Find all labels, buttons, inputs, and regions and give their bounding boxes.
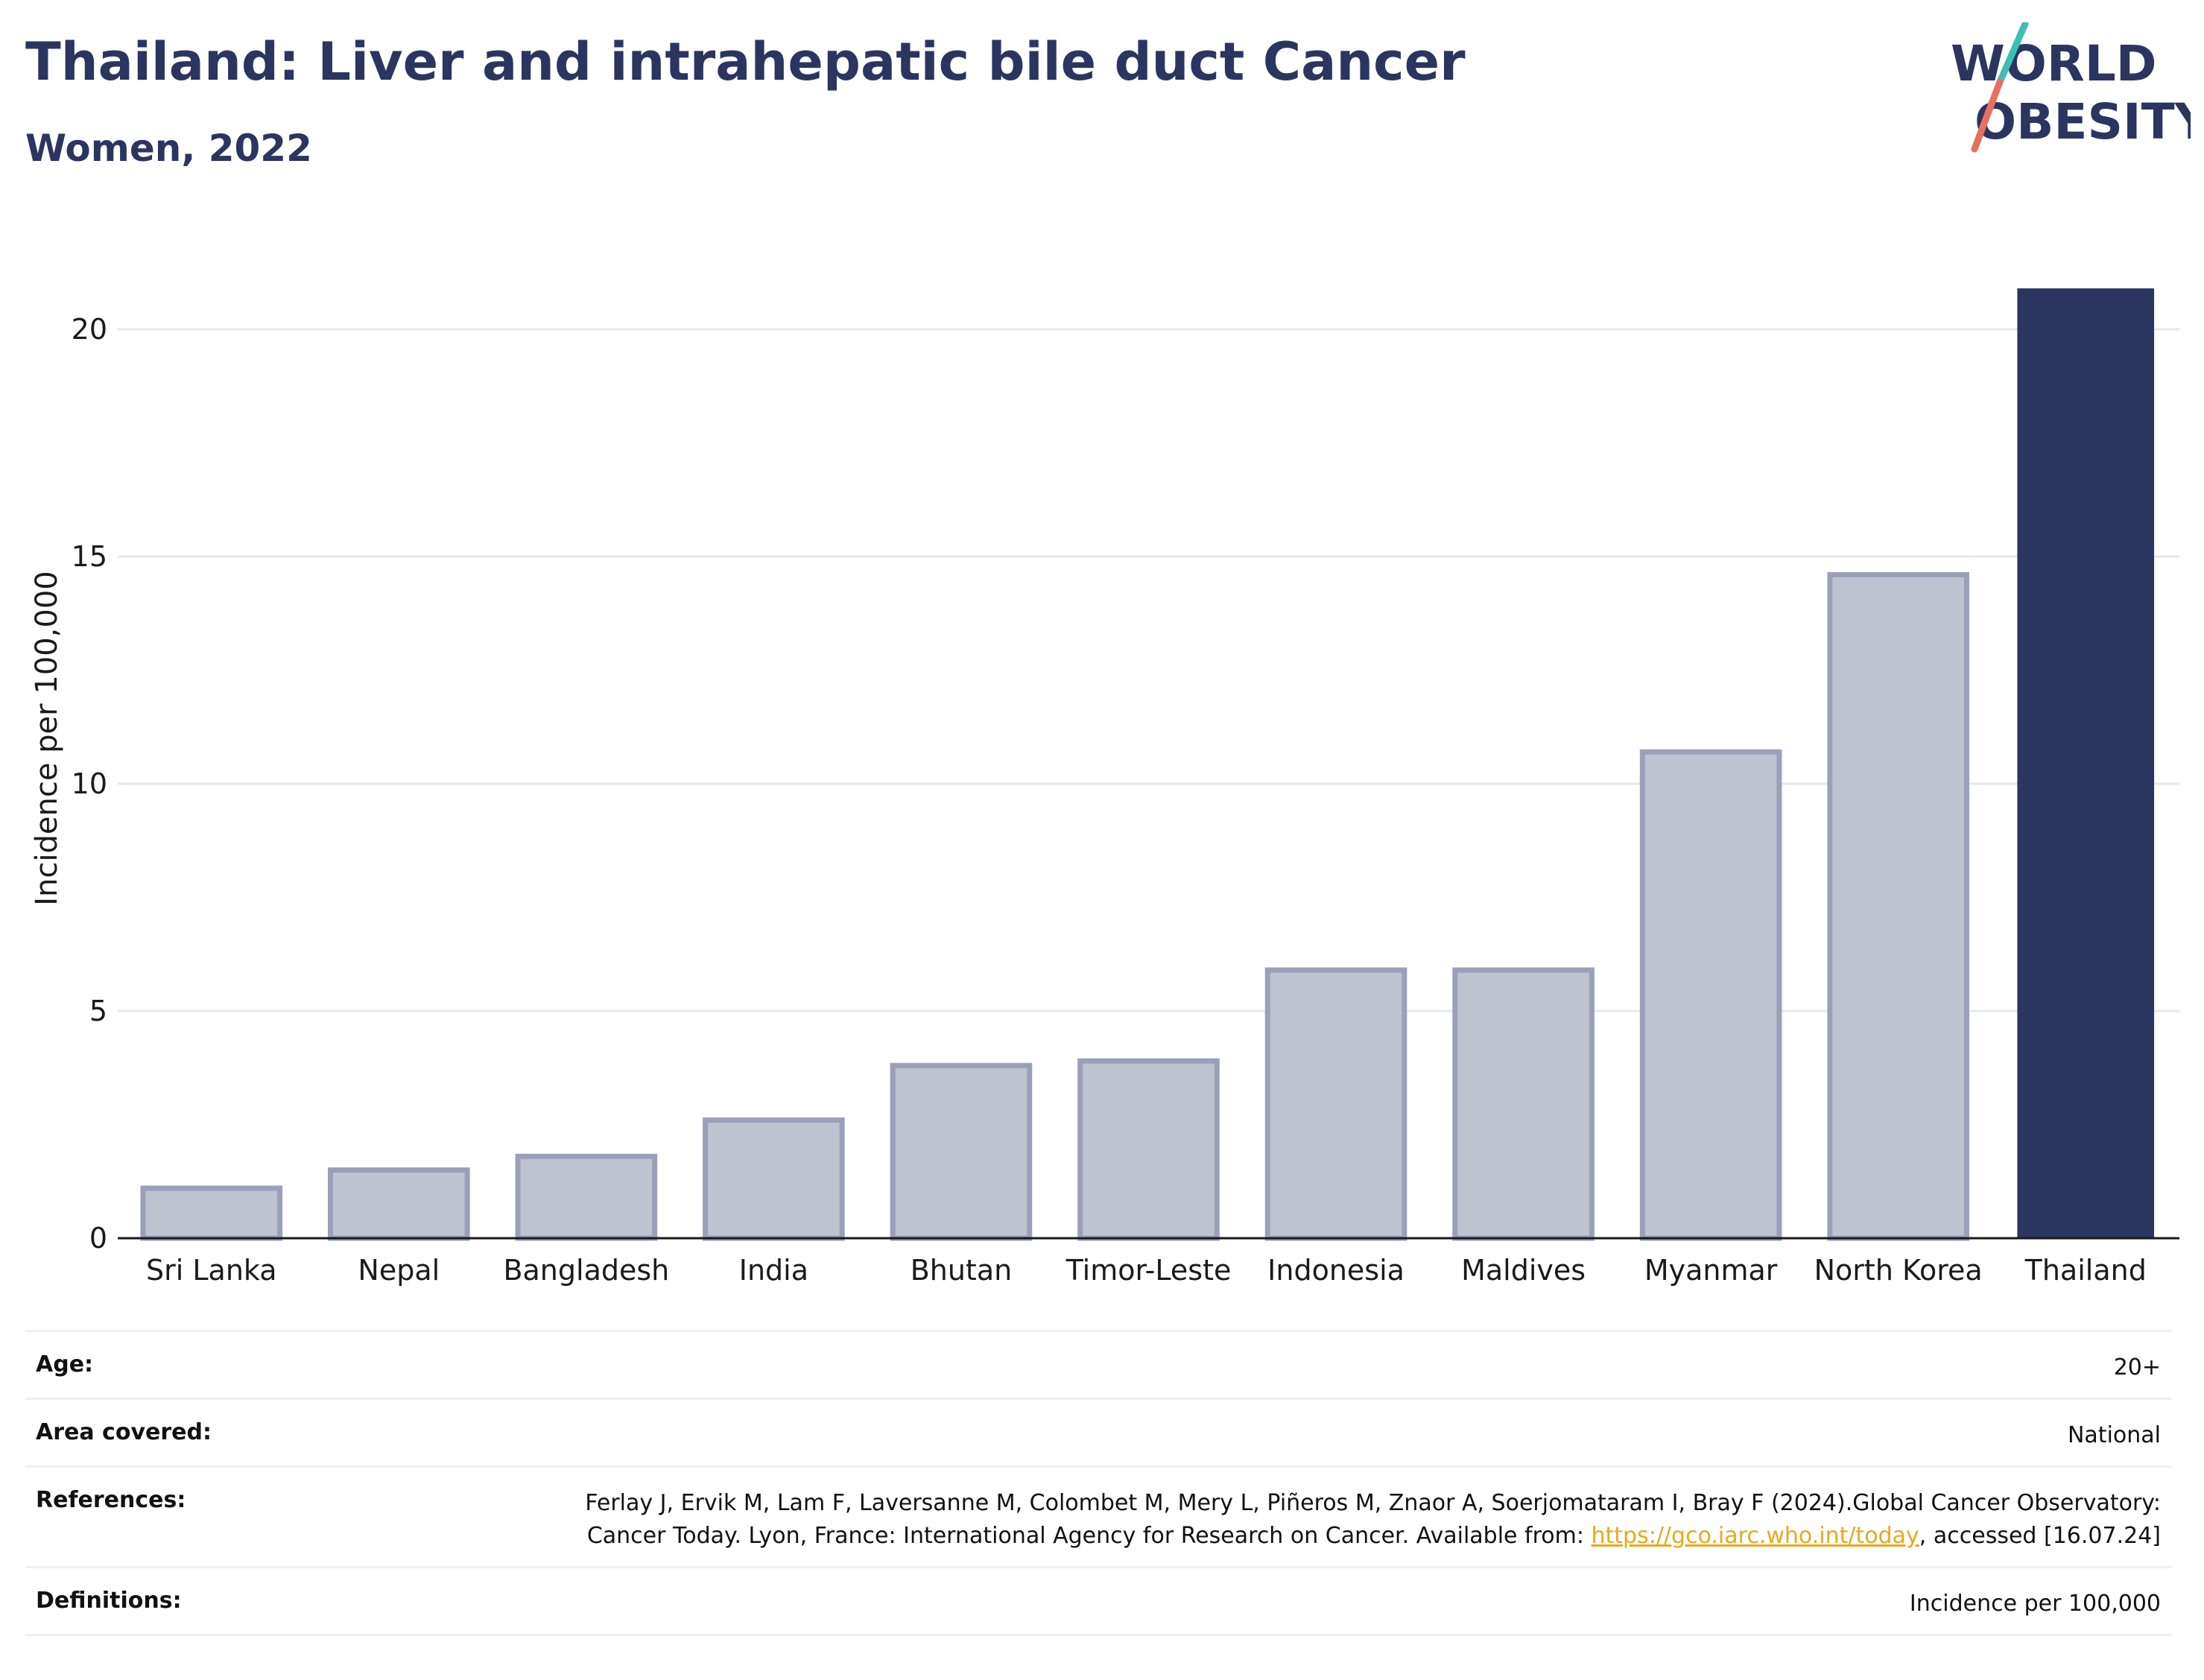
references-accessed: , accessed [16.07.24]	[1919, 1523, 2161, 1549]
logo-slash-bottom	[1971, 78, 2004, 153]
x-tick-label: Sri Lanka	[146, 1254, 277, 1287]
y-tick-label: 10	[72, 767, 107, 800]
bar	[140, 1185, 283, 1241]
references-link[interactable]: https://gco.iarc.who.int/today	[1591, 1523, 1919, 1549]
y-tick-label: 15	[72, 540, 107, 573]
age-label: Age:	[36, 1351, 94, 1378]
x-tick-label: Maldives	[1461, 1254, 1586, 1287]
definitions-value: Incidence per 100,000	[1909, 1591, 2161, 1617]
area-label: Area covered:	[36, 1419, 212, 1445]
y-tick-label: 5	[89, 995, 107, 1027]
chart-subtitle: Women, 2022	[25, 127, 312, 170]
area-value: National	[2067, 1422, 2161, 1448]
x-tick-label: Thailand	[2024, 1254, 2147, 1287]
meta-row-area: Area covered: National	[25, 1398, 2171, 1465]
y-tick-label: 20	[72, 313, 107, 346]
references-text: Ferlay J, Ervik M, Lam F, Laversanne M, …	[585, 1490, 2161, 1549]
bar	[1077, 1058, 1220, 1241]
bar	[2017, 288, 2155, 1239]
x-tick-label: India	[739, 1254, 808, 1287]
bar	[1639, 749, 1782, 1241]
logo-slash-top	[1996, 22, 2029, 86]
age-value: 20+	[2113, 1354, 2161, 1381]
logo-word-1: WORLD	[1951, 35, 2157, 92]
bar	[328, 1167, 470, 1241]
logo-word-2: OBESITY	[1975, 93, 2191, 150]
x-tick-label: Indonesia	[1267, 1254, 1405, 1287]
x-tick-label: Timor-Leste	[1065, 1254, 1232, 1287]
metadata-table: Age: 20+ Area covered: National Referenc…	[25, 1330, 2171, 1636]
references-value: Ferlay J, Ervik M, Lam F, Laversanne M, …	[559, 1487, 2161, 1553]
bar	[515, 1153, 658, 1241]
meta-row-age: Age: 20+	[25, 1330, 2171, 1398]
x-tick-label: Bhutan	[911, 1254, 1013, 1287]
y-axis-title: Incidence per 100,000	[30, 571, 64, 906]
x-tick-label: Myanmar	[1644, 1254, 1778, 1287]
x-tick-label: Bangladesh	[503, 1254, 669, 1287]
x-tick-label: North Korea	[1814, 1254, 1983, 1287]
world-obesity-logo: WORLD OBESITY	[1951, 22, 2191, 153]
definitions-label: Definitions:	[36, 1588, 182, 1614]
references-label: References:	[36, 1487, 186, 1513]
bar	[890, 1062, 1033, 1241]
bar	[1452, 967, 1595, 1241]
x-tick-label: Nepal	[358, 1254, 440, 1287]
y-tick-label: 0	[89, 1222, 107, 1255]
chart-title: Thailand: Liver and intrahepatic bile du…	[25, 31, 1466, 92]
bar	[1264, 967, 1407, 1241]
bar	[1827, 571, 1969, 1241]
bar-chart: 0 5 10 15 20 Sri Lanka Nepal Bangladesh India Bhu…	[30, 288, 2179, 1287]
meta-row-definitions: Definitions: Incidence per 100,000	[25, 1566, 2171, 1636]
meta-row-references: References: Ferlay J, Ervik M, Lam F, La…	[25, 1465, 2171, 1566]
bar	[703, 1117, 845, 1241]
